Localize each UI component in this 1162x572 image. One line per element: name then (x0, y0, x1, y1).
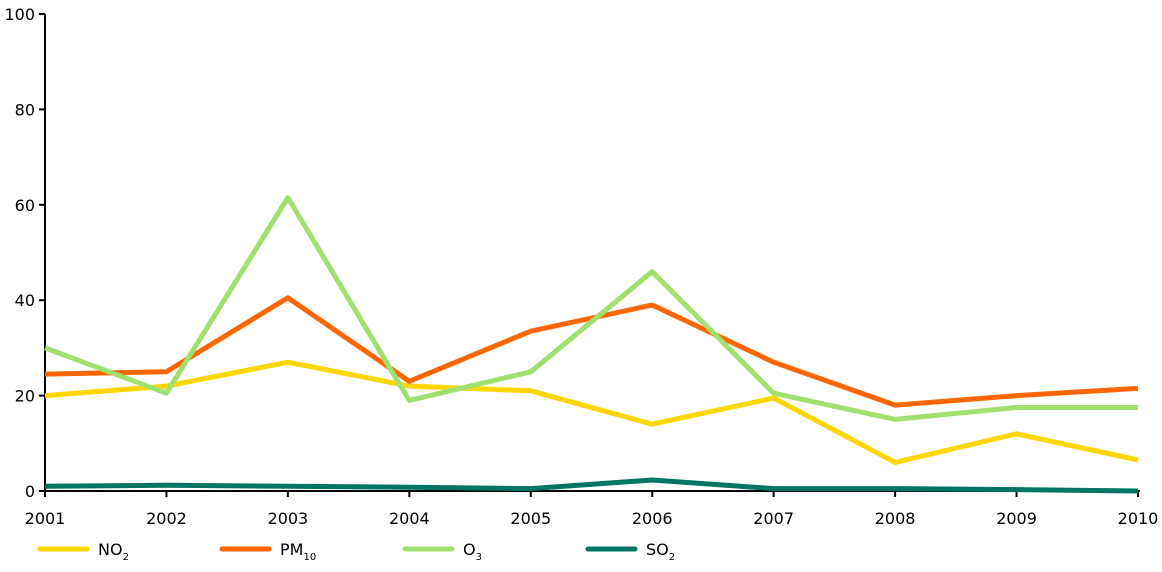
x-tick-label: 2007 (753, 509, 794, 528)
y-tick-label: 80 (15, 100, 35, 119)
legend-label: SO2 (646, 540, 675, 563)
y-tick-label: 100 (4, 5, 35, 24)
y-tick-label: 40 (15, 291, 35, 310)
legend-label-main: NO (98, 540, 123, 559)
series-lines (44, 195, 1139, 494)
series-line-so2 (44, 477, 1139, 494)
legend-item-no2: NO2 (37, 540, 129, 563)
x-tick-label: 2004 (389, 509, 430, 528)
series-line-no2 (44, 359, 1139, 465)
legend-label-main: SO (646, 540, 669, 559)
x-tick-label: 2010 (1118, 509, 1159, 528)
legend-label: NO2 (98, 540, 129, 563)
x-tick-label: 2001 (25, 509, 66, 528)
x-tick-label: 2002 (146, 509, 187, 528)
axes: 0 20 40 60 80 100 2001 2002 2003 2004 2005 2006 2007… (4, 5, 1158, 528)
x-tick-label: 2003 (268, 509, 309, 528)
legend-label-main: PM (280, 540, 303, 559)
y-tick-label: 60 (15, 196, 35, 215)
x-tick-label: 2005 (510, 509, 551, 528)
legend-item-o3: O3 (402, 540, 482, 563)
x-tick-label: 2008 (875, 509, 916, 528)
x-tick-label: 2009 (996, 509, 1037, 528)
series-line-o3 (44, 195, 1138, 422)
legend-label: PM10 (280, 540, 316, 563)
legend-item-so2: SO2 (585, 540, 675, 563)
legend-label-main: O (463, 540, 476, 559)
legend: NO2 PM10 O3 SO2 (37, 540, 675, 563)
series-line-pm10 (44, 295, 1139, 408)
legend-label-subscript: 2 (669, 552, 675, 563)
legend-item-pm10: PM10 (219, 540, 316, 563)
y-tick-label: 0 (25, 482, 35, 501)
y-tick-label: 20 (15, 387, 35, 406)
x-tick-label: 2006 (632, 509, 673, 528)
legend-label: O3 (463, 540, 482, 563)
legend-label-subscript: 10 (303, 552, 316, 563)
legend-label-subscript: 2 (123, 552, 129, 563)
legend-label-subscript: 3 (476, 552, 482, 563)
